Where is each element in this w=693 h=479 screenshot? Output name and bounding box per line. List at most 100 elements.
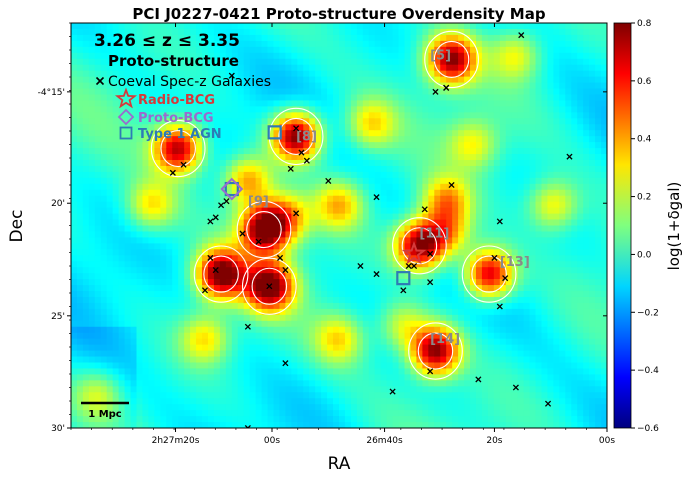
heatmap-cell (339, 302, 346, 310)
heatmap-cell (106, 308, 114, 316)
heatmap-cell (130, 410, 138, 417)
heatmap-cell (374, 356, 382, 364)
heatmap-cell (237, 398, 245, 405)
heatmap-cell (273, 124, 281, 131)
heatmap-cell (118, 106, 126, 113)
heatmap-cell (374, 279, 382, 286)
heatmap-cell (136, 58, 144, 66)
heatmap-cell (88, 308, 96, 316)
heatmap-cell (172, 326, 179, 334)
heatmap-cell (106, 34, 114, 42)
heatmap-cell (82, 118, 90, 125)
heatmap-cell (303, 291, 310, 298)
heatmap-cell (261, 195, 269, 203)
heatmap-cell (315, 362, 322, 370)
heatmap-cell (422, 231, 429, 239)
heatmap-cell (100, 159, 108, 167)
heatmap-cell (202, 106, 209, 113)
heatmap-cell (279, 326, 286, 334)
heatmap-cell (356, 165, 364, 173)
heatmap-cell (339, 165, 346, 173)
heatmap-cell (279, 338, 286, 346)
heatmap-cell (398, 255, 406, 262)
heatmap-cell (374, 112, 382, 119)
heatmap-cell (499, 82, 507, 90)
heatmap-cell (142, 177, 150, 185)
heatmap-cell (190, 201, 197, 209)
heatmap-cell (112, 58, 120, 66)
heatmap-cell (142, 52, 150, 60)
heatmap-cell (493, 302, 501, 310)
heatmap-cell (124, 261, 132, 268)
heatmap-cell (94, 219, 102, 227)
heatmap-cell (362, 338, 370, 346)
heatmap-cell (273, 422, 281, 428)
heatmap-cell (213, 136, 221, 143)
heatmap-cell (315, 273, 322, 280)
heatmap-cell (279, 58, 286, 66)
heatmap-cell (404, 207, 412, 215)
heatmap-cell (505, 201, 513, 209)
heatmap-cell (136, 201, 144, 209)
heatmap-cell (231, 40, 239, 48)
heatmap-cell (261, 398, 269, 405)
heatmap-cell (464, 40, 471, 48)
heatmap-cell (285, 326, 292, 334)
heatmap-cell (190, 279, 197, 286)
heatmap-cell (237, 118, 245, 125)
heatmap-cell (219, 386, 227, 393)
heatmap-cell (362, 255, 370, 262)
heatmap-cell (428, 237, 435, 244)
heatmap-cell (207, 350, 215, 358)
heatmap-cell (428, 148, 435, 155)
heatmap-cell (440, 344, 447, 352)
heatmap-cell (172, 267, 179, 274)
heatmap-cell (243, 410, 251, 417)
heatmap-cell (148, 267, 155, 274)
heatmap-cell (273, 374, 281, 381)
heatmap-cell (142, 142, 150, 149)
heatmap-cell (452, 368, 459, 375)
heatmap-cell (481, 58, 489, 66)
heatmap-cell (172, 374, 179, 381)
heatmap-cell (499, 40, 507, 48)
heatmap-cell (458, 308, 465, 316)
heatmap-cell (255, 279, 263, 286)
heatmap-cell (499, 296, 507, 304)
heatmap-cell (398, 177, 406, 185)
heatmap-cell (440, 177, 447, 185)
heatmap-cell (404, 410, 412, 417)
heatmap-cell (499, 124, 507, 131)
heatmap-cell (231, 23, 239, 30)
heatmap-cell (309, 34, 316, 42)
heatmap-cell (154, 154, 161, 161)
heatmap-cell (434, 392, 441, 399)
heatmap-cell (213, 213, 221, 221)
heatmap-cell (475, 64, 483, 72)
heatmap-cell (202, 154, 209, 161)
heatmap-cell (249, 320, 257, 328)
heatmap-cell (291, 404, 298, 411)
heatmap-cell (416, 416, 423, 423)
heatmap-cell (100, 112, 108, 119)
heatmap-cell (88, 148, 96, 155)
heatmap-cell (202, 130, 209, 137)
heatmap-cell (154, 380, 161, 387)
heatmap-cell (207, 392, 215, 399)
heatmap-cell (202, 76, 209, 84)
heatmap-cell (380, 302, 388, 310)
heatmap-cell (309, 422, 316, 428)
heatmap-cell (172, 404, 179, 411)
heatmap-cell (291, 136, 298, 143)
heatmap-cell (321, 326, 328, 334)
heatmap-cell (184, 225, 191, 233)
heatmap-cell (273, 82, 281, 90)
heatmap-cell (82, 201, 90, 209)
heatmap-cell (237, 356, 245, 364)
heatmap-cell (339, 350, 346, 358)
heatmap-cell (142, 154, 150, 161)
heatmap-cell (291, 368, 298, 375)
heatmap-cell (487, 422, 495, 428)
heatmap-cell (356, 201, 364, 209)
heatmap-cell (374, 308, 382, 316)
